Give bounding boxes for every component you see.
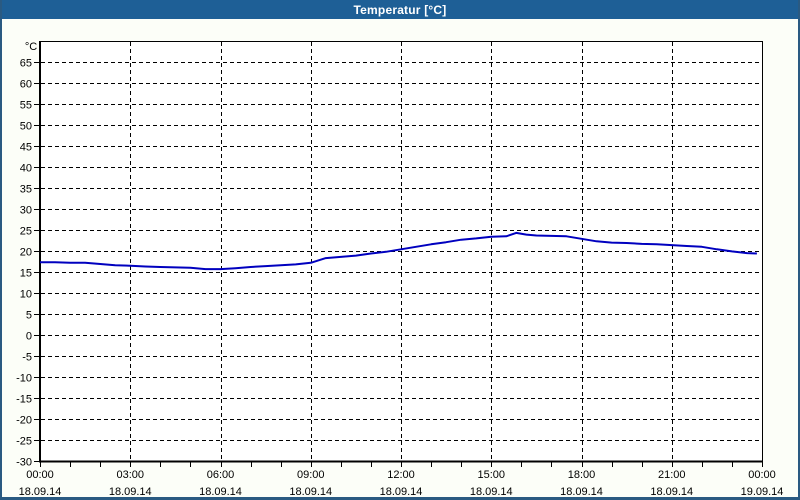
window-title: Temperatur [°C] [353, 2, 447, 17]
y-tick-label: 55 [20, 100, 32, 112]
window-border-bottom [0, 497, 800, 500]
y-tick-label: 40 [20, 163, 32, 175]
y-tick-label: 20 [20, 247, 32, 259]
y-tick-label: -5 [22, 352, 32, 364]
y-tick-label: 10 [20, 289, 32, 301]
x-date-label: 18.09.14 [650, 486, 693, 498]
x-date-label: 18.09.14 [109, 486, 152, 498]
x-time-label: 00:00 [26, 469, 54, 481]
window-border-right [798, 0, 800, 500]
y-tick-label: 60 [20, 79, 32, 91]
y-tick-label: -15 [16, 394, 32, 406]
y-tick-label: 25 [20, 226, 32, 238]
x-date-label: 18.09.14 [560, 486, 603, 498]
y-tick-label: -25 [16, 436, 32, 448]
gridlines [41, 42, 761, 460]
x-time-label: 03:00 [116, 469, 144, 481]
y-tick-label: -30 [16, 457, 32, 469]
y-tick-label: -10 [16, 373, 32, 385]
y-tick-label: 5 [26, 310, 32, 322]
y-tick-label: -20 [16, 415, 32, 427]
x-date-label: 18.09.14 [380, 486, 423, 498]
x-time-label: 00:00 [748, 469, 776, 481]
y-unit-label: °C [25, 41, 37, 53]
y-tick-label: 35 [20, 184, 32, 196]
y-tick-label: 0 [26, 331, 32, 343]
x-date-label: 19.09.14 [741, 486, 784, 498]
y-tick-label: 15 [20, 268, 32, 280]
x-time-label: 12:00 [387, 469, 415, 481]
window-titlebar[interactable]: Temperatur [°C] [0, 0, 800, 19]
temperature-line [40, 231, 757, 271]
window-border-left [0, 0, 2, 500]
y-tick-label: 65 [20, 58, 32, 70]
x-time-label: 18:00 [568, 469, 596, 481]
x-axis-ticks [40, 462, 763, 467]
x-date-label: 18.09.14 [470, 486, 513, 498]
x-time-label: 21:00 [658, 469, 686, 481]
y-tick-label: 50 [20, 121, 32, 133]
y-tick-label: 30 [20, 205, 32, 217]
x-date-label: 18.09.14 [19, 486, 62, 498]
x-time-label: 15:00 [477, 469, 505, 481]
x-date-label: 18.09.14 [199, 486, 242, 498]
x-time-label: 06:00 [207, 469, 235, 481]
x-time-label: 09:00 [297, 469, 325, 481]
y-tick-label: 45 [20, 142, 32, 154]
x-date-label: 18.09.14 [289, 486, 332, 498]
y-axis-labels: 65605550454035302520151050-5-10-15-20-25… [16, 58, 40, 469]
x-axis-labels: 00:00 18.09.14 03:00 18.09.14 06:00 18.09.14 0… [19, 469, 784, 498]
